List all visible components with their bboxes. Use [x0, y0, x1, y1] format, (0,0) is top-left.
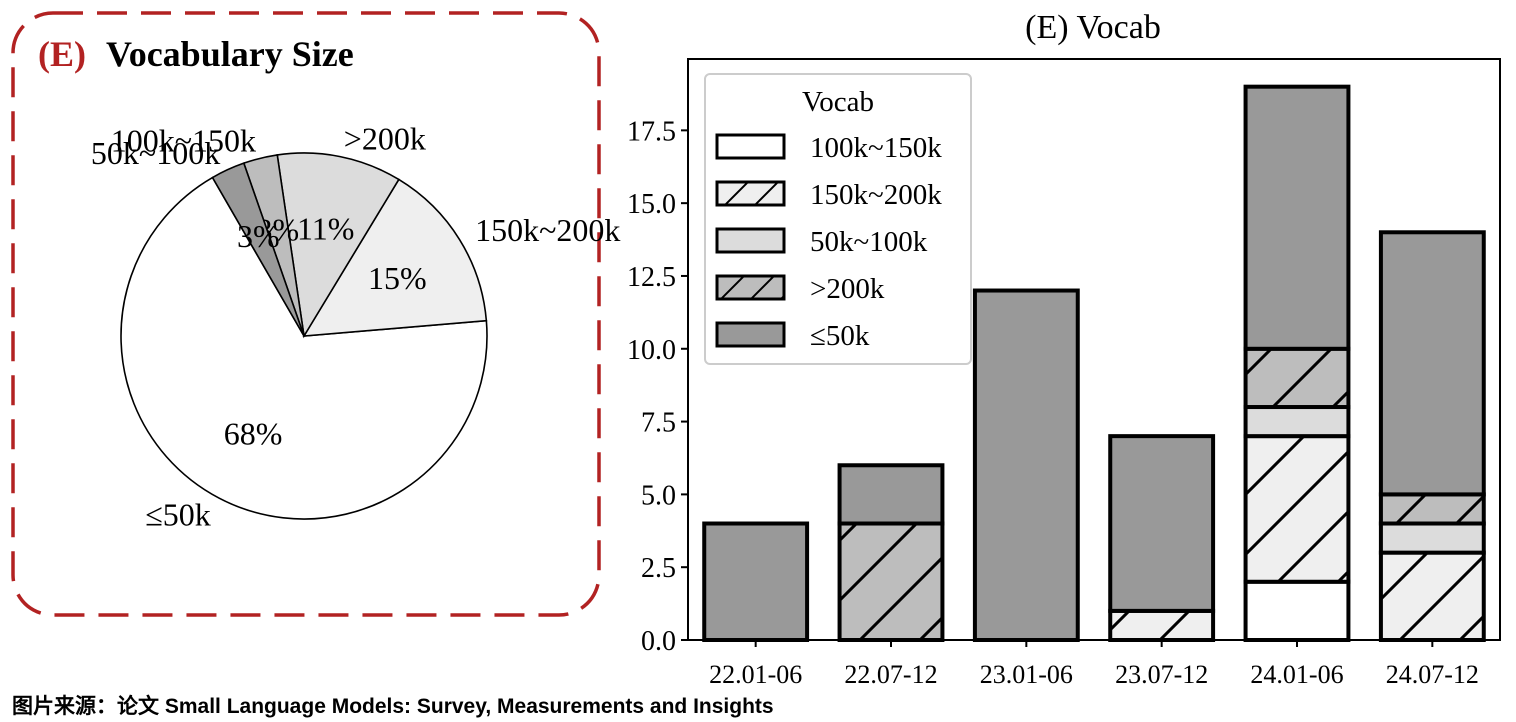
x-tick-label: 24.07-12	[1386, 660, 1479, 689]
pie-category-label: ≤50k	[145, 496, 211, 532]
pie-category-label: 100k~150k	[111, 123, 256, 159]
y-tick-label: 10.0	[627, 335, 676, 366]
bar-hatch-gt-200k	[1380, 494, 1484, 524]
legend-swatch-le-50k	[717, 323, 784, 346]
x-tick-label: 24.01-06	[1250, 660, 1343, 689]
pie-slice-150k-to-200k	[302, 178, 488, 337]
legend-label: >200k	[810, 273, 885, 305]
bar-hatch-150k-to-200k	[1245, 436, 1349, 582]
y-tick-label: 5.0	[641, 480, 676, 511]
legend-swatch-outline	[715, 180, 786, 207]
bar-segment-le-50k	[1380, 232, 1484, 495]
pie-pct-label: 15%	[368, 260, 427, 296]
bar-segment-le-50k	[839, 465, 943, 524]
panel-title-text: Vocabulary Size	[106, 34, 354, 74]
bar-hatch-gt-200k	[839, 523, 943, 640]
pie-category-label: >200k	[344, 121, 426, 157]
legend-swatch-outline	[715, 274, 786, 301]
x-tick-label: 23.01-06	[980, 660, 1073, 689]
pie-slice-50k-to-100k	[211, 162, 305, 337]
bar-hatch-gt-200k	[1245, 348, 1349, 408]
legend-swatch-outline	[715, 321, 786, 348]
bar-segment-le-50k	[1245, 86, 1349, 349]
bar-segment-le-50k	[1110, 436, 1214, 611]
legend-swatch-outline	[715, 133, 786, 160]
bar-segment-outline	[1243, 84, 1351, 351]
pie-pct-label: 68%	[224, 415, 283, 451]
bar-segment-le-50k	[704, 523, 808, 640]
bar-chart-title: (E) Vocab	[1025, 9, 1161, 46]
legend-label: ≤50k	[810, 320, 870, 352]
legend: Vocab 100k~150k 150k~200k 50k~100k >200k ≤50k	[704, 73, 972, 365]
pie-panel: (E) Vocabulary Size 68% ≤50k 15% 150k~200k 11…	[11, 11, 621, 617]
bar-segment-50k-to-100k	[1245, 407, 1349, 437]
bar-segment-100k-to-150k	[1245, 581, 1349, 640]
figure-caption: 图片来源：论文 Small Language Models: Survey, M…	[12, 695, 774, 718]
axes: 22.01-06 22.07-12 23.01-06 23.07-12 24.01-06…	[627, 116, 1479, 689]
legend-swatch-hatch	[717, 276, 784, 299]
legend-label: 50k~100k	[810, 226, 928, 258]
bar-segment-outline	[837, 463, 945, 526]
legend-label: 150k~200k	[810, 179, 942, 211]
pie-chart: 68%≤50k15%150k~200k11%>200k3%100k~150k3%…	[91, 121, 621, 533]
y-tick-label: 17.5	[627, 116, 676, 147]
bar-segment-outline	[1378, 230, 1486, 497]
y-tick-label: 7.5	[641, 408, 676, 439]
pie-panel-title: (E) Vocabulary Size	[38, 34, 354, 74]
pie-slice-le-50k	[120, 176, 488, 520]
pie-slice-gt-200k	[276, 152, 400, 339]
pie-category-label: 50k~100k	[91, 135, 220, 171]
bar-panel: (E) Vocab 22.01-06 22.07-12 23.01-06 23.07-…	[627, 9, 1501, 689]
legend-title: Vocab	[802, 86, 874, 118]
legend-swatch-hatch	[717, 182, 784, 205]
bar-hatch-150k-to-200k	[1110, 610, 1214, 640]
legend-swatch-100k-to-150k	[717, 135, 784, 158]
legend-swatch-50k-to-100k	[717, 229, 784, 252]
y-tick-label: 0.0	[641, 626, 676, 657]
plot-frame	[687, 58, 1501, 641]
dashed-frame	[11, 11, 601, 617]
pie-pct-label: 3%	[237, 218, 280, 254]
legend-label: 100k~150k	[810, 132, 942, 164]
pie-pct-label: 11%	[297, 210, 354, 246]
bar-hatch-150k-to-200k	[1380, 552, 1484, 640]
y-tick-label: 2.5	[641, 553, 676, 584]
y-tick-label: 12.5	[627, 262, 676, 293]
legend-swatch-outline	[715, 227, 786, 254]
bars	[702, 84, 1486, 643]
bar-segment-outline	[1108, 434, 1216, 613]
bar-segment-le-50k	[974, 290, 1078, 640]
panel-tag: (E)	[38, 34, 86, 74]
x-tick-label: 23.07-12	[1115, 660, 1208, 689]
bar-segment-50k-to-100k	[1380, 523, 1484, 553]
x-tick-label: 22.07-12	[844, 660, 937, 689]
x-tick-label: 22.01-06	[709, 660, 802, 689]
pie-category-label: 150k~200k	[475, 212, 620, 248]
y-tick-label: 15.0	[627, 189, 676, 220]
